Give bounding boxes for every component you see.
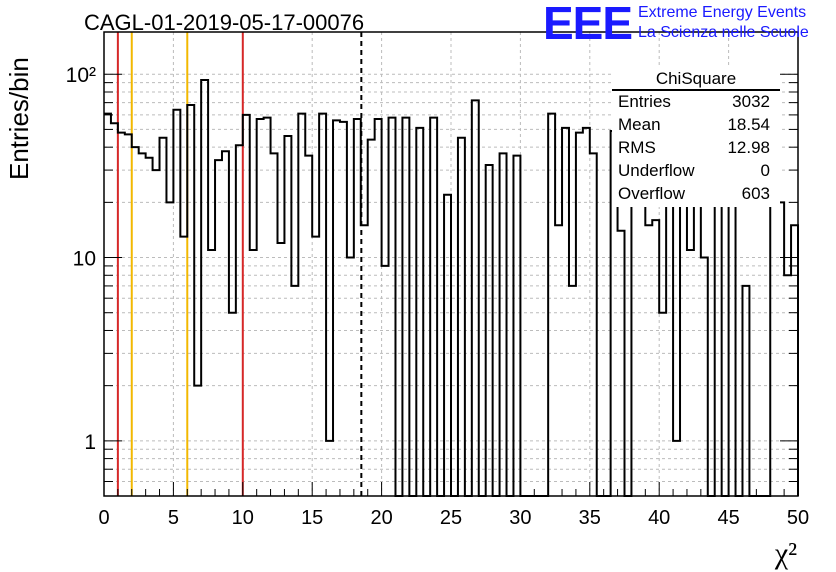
chart-title: CAGL-01-2019-05-17-00076 <box>84 10 365 35</box>
x-tick-label: 20 <box>370 507 392 529</box>
stats-row-rms: RMS 12.98 <box>618 138 770 160</box>
y-tick-label: 1 <box>84 431 96 454</box>
x-tick-label: 25 <box>440 507 462 529</box>
y-axis-label: Entries/bin <box>4 57 34 180</box>
stats-box: ChiSquare Entries 3032 Mean 18.54 RMS 12… <box>612 67 780 207</box>
stats-row-underflow: Underflow 0 <box>618 161 770 183</box>
x-tick-label: 35 <box>579 507 601 529</box>
stats-key: Overflow <box>618 184 686 203</box>
stats-value: 0 <box>760 161 770 180</box>
stats-title: ChiSquare <box>655 69 737 88</box>
x-tick-label: 0 <box>98 507 109 529</box>
axis-ticks: 0 5 10 15 20 25 30 35 40 45 50 1 10 10² <box>66 64 809 529</box>
x-tick-label: 40 <box>648 507 670 529</box>
stats-key: Underflow <box>618 161 695 180</box>
y-tick-label: 10 <box>73 248 96 271</box>
x-tick-label: 5 <box>168 507 179 529</box>
stats-divider <box>612 89 780 91</box>
stats-value: 12.98 <box>727 138 770 157</box>
x-tick-label: 45 <box>717 507 739 529</box>
stats-key: Entries <box>618 92 671 111</box>
x-tick-label: 30 <box>509 507 531 529</box>
logo-caption-line2: La Scienza nelle Scuole <box>638 24 809 41</box>
stats-value: 18.54 <box>727 115 770 134</box>
y-tick-label: 10² <box>66 64 96 87</box>
x-tick-label: 10 <box>232 507 254 529</box>
x-tick-label: 15 <box>301 507 323 529</box>
logo-caption-line1: Extreme Energy Events <box>638 4 807 21</box>
reference-lines <box>116 32 363 496</box>
stats-row-overflow: Overflow 603 <box>618 184 770 206</box>
stats-value: 603 <box>741 184 770 203</box>
stats-value: 3032 <box>732 92 770 111</box>
stats-row-entries: Entries 3032 <box>618 92 770 114</box>
stats-key: RMS <box>618 138 656 157</box>
logo-caption: Extreme Energy Events La Scienza nelle S… <box>638 3 809 43</box>
x-axis-label: χ² <box>774 537 797 570</box>
x-tick-label: 50 <box>787 507 809 529</box>
stats-key: Mean <box>618 115 661 134</box>
eee-logo: EEE <box>543 0 633 49</box>
stats-row-mean: Mean 18.54 <box>618 115 770 137</box>
